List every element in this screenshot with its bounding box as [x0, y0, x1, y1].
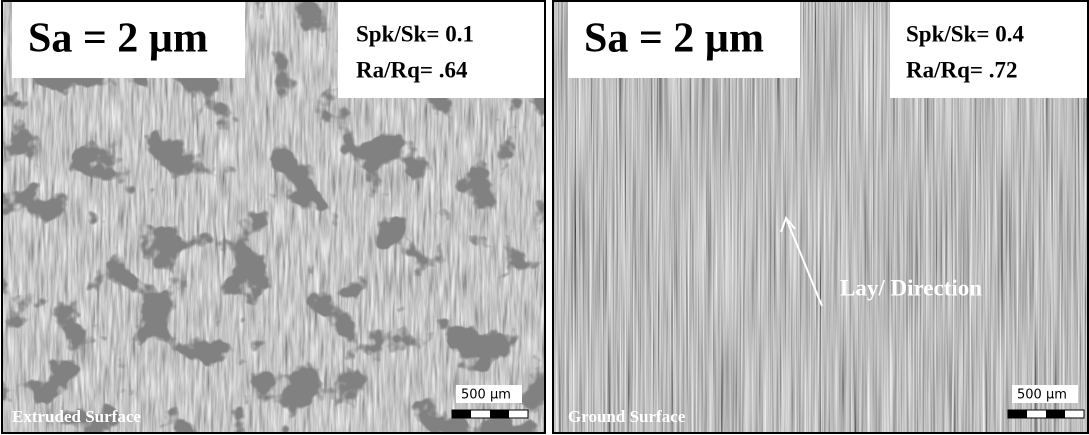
panel-right: Sa = 2 µm Spk/Sk= 0.4 Ra/Rq= .72 Lay/ Di…	[553, 1, 1088, 433]
caption: Extruded Surface	[12, 407, 141, 426]
scale-label: 500 µm	[461, 388, 511, 403]
sa-label: Sa = 2 µm	[28, 16, 208, 62]
metric: Spk/Sk= 0.4	[906, 21, 1024, 46]
scale-seg	[490, 410, 509, 418]
scale-label: 500 µm	[1017, 388, 1067, 403]
metrics-box	[338, 2, 544, 98]
metrics-box	[890, 2, 1087, 98]
annotation: Lay/ Direction	[840, 275, 982, 300]
metric: Ra/Rq= .72	[906, 57, 1018, 82]
scale-seg	[452, 410, 471, 418]
scale-seg	[1046, 410, 1065, 418]
metric: Ra/Rq= .64	[356, 57, 468, 82]
sa-label: Sa = 2 µm	[584, 16, 764, 62]
scale-seg	[1008, 410, 1027, 418]
caption: Ground Surface	[568, 407, 686, 426]
panel-left: Sa = 2 µm Spk/Sk= 0.1 Ra/Rq= .64 500 µm …	[2, 1, 545, 433]
figure: Sa = 2 µm Spk/Sk= 0.1 Ra/Rq= .64 500 µm …	[0, 0, 1089, 435]
metric: Spk/Sk= 0.1	[356, 21, 474, 46]
